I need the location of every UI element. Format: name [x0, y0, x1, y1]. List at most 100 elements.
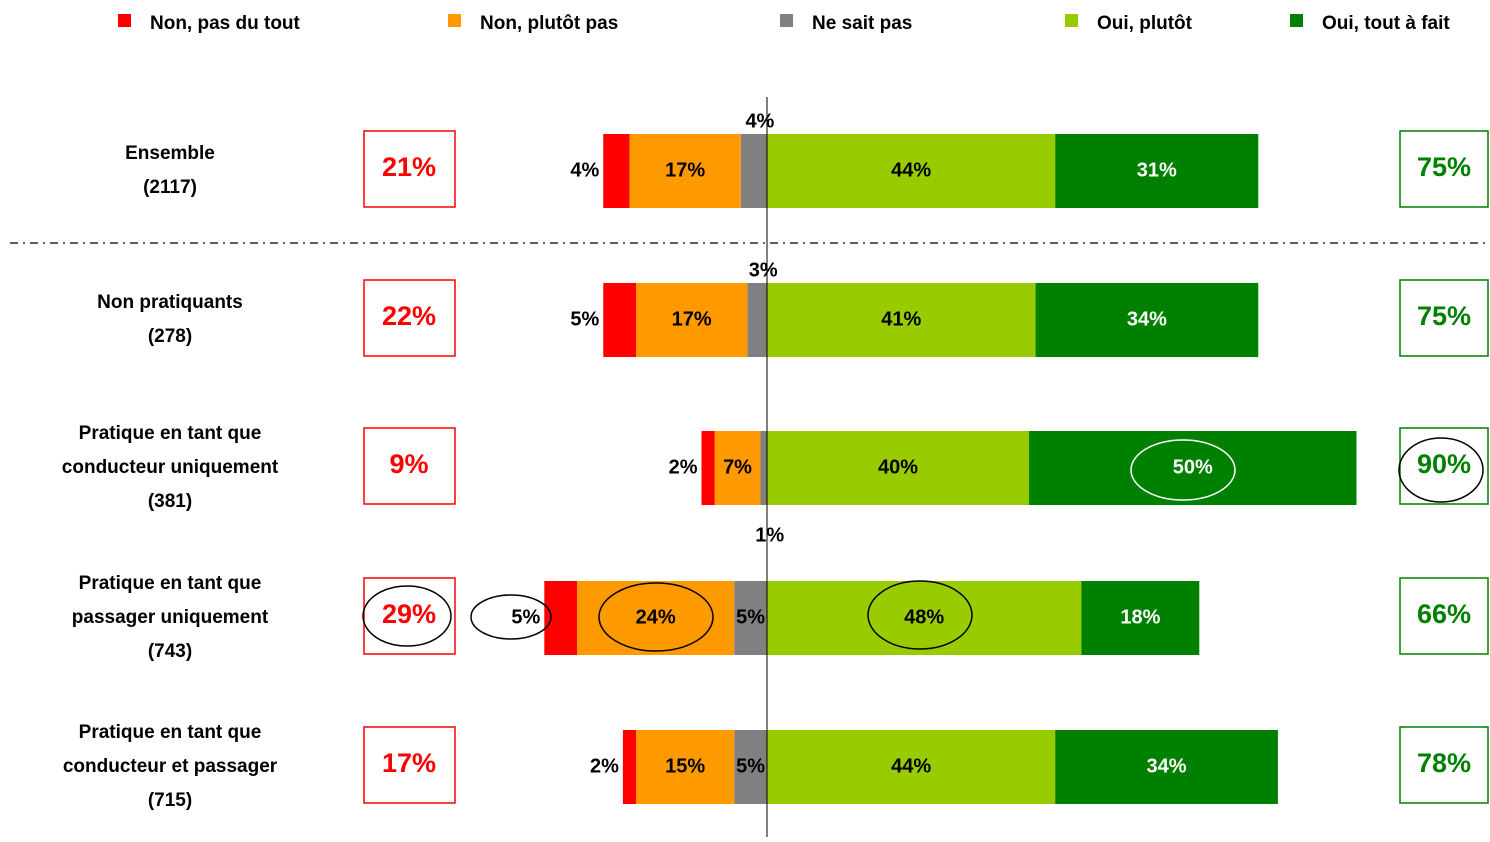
category-label: Pratique en tant que	[79, 722, 262, 743]
value-label: 4%	[570, 159, 599, 181]
category-label: Pratique en tant que	[79, 423, 262, 444]
total-label: 21%	[382, 152, 436, 182]
value-label: 34%	[1127, 308, 1167, 330]
total-label: 17%	[382, 748, 436, 778]
bar-segment	[767, 134, 1056, 208]
bar-segment	[603, 283, 636, 357]
total-label: 29%	[382, 599, 436, 629]
bar-segment	[1035, 283, 1259, 357]
category-label: Ensemble	[125, 143, 215, 164]
total-label: 75%	[1417, 152, 1471, 182]
value-label: 2%	[669, 456, 698, 478]
highlight	[362, 585, 452, 647]
category-label: conducteur uniquement	[62, 457, 279, 478]
bar-segment	[603, 134, 630, 208]
value-label: 17%	[665, 159, 705, 181]
value-label: 44%	[891, 755, 931, 777]
legend-swatch	[780, 14, 793, 27]
category-label: (743)	[148, 641, 192, 662]
plot: Non, pas du tout Non, plutôt pas Ne sait p…	[62, 13, 1489, 811]
bar-segment	[1055, 730, 1278, 804]
category-label: passager uniquement	[72, 607, 269, 628]
category-label: Non pratiquants	[97, 292, 243, 313]
category-label: Pratique en tant que	[79, 573, 262, 594]
value-label: 2%	[590, 755, 619, 777]
total-box	[1399, 130, 1489, 208]
value-label: 3%	[749, 259, 778, 281]
bar-segment	[740, 134, 767, 208]
legend-label: Non, plutôt pas	[480, 13, 618, 34]
bar-segment	[701, 431, 715, 505]
value-label: 15%	[665, 755, 705, 777]
bar-segment	[734, 730, 767, 804]
legend-swatch	[1290, 14, 1303, 27]
value-label: 5%	[511, 606, 540, 628]
highlight	[470, 594, 552, 640]
legend-swatch	[1065, 14, 1078, 27]
category-label: (715)	[148, 790, 192, 811]
total-label: 90%	[1417, 449, 1471, 479]
bar-segment	[629, 134, 741, 208]
value-label: 18%	[1120, 606, 1160, 628]
bar-segment	[767, 283, 1036, 357]
bar-segment	[767, 730, 1056, 804]
value-label: 34%	[1147, 755, 1187, 777]
value-label: 48%	[904, 606, 944, 628]
value-label: 24%	[636, 606, 676, 628]
value-label: 1%	[755, 524, 784, 546]
bar-segment	[767, 431, 1029, 505]
value-label: 5%	[736, 606, 765, 628]
total-label: 22%	[382, 301, 436, 331]
total-box	[363, 577, 456, 655]
value-label: 5%	[736, 755, 765, 777]
highlight	[867, 580, 973, 650]
value-label: 40%	[878, 456, 918, 478]
legend-swatch	[118, 14, 131, 27]
value-label: 4%	[745, 110, 774, 132]
bar-segment	[767, 581, 1082, 655]
legend-label: Non, pas du tout	[150, 13, 301, 34]
bar-segment	[577, 581, 735, 655]
bar-segment	[1055, 134, 1259, 208]
total-box	[363, 726, 456, 804]
legend-label: Ne sait pas	[812, 13, 912, 34]
value-label: 31%	[1137, 159, 1177, 181]
highlight	[598, 582, 714, 652]
legend-label: Oui, tout à fait	[1322, 13, 1450, 34]
value-label: 41%	[881, 308, 921, 330]
value-label: 17%	[672, 308, 712, 330]
value-label: 50%	[1173, 456, 1213, 478]
category-label: conducteur et passager	[63, 756, 278, 777]
total-box	[1399, 726, 1489, 804]
legend-label: Oui, plutôt	[1097, 13, 1193, 34]
bar-segment	[1081, 581, 1200, 655]
bar-segment	[760, 431, 767, 505]
total-label: 66%	[1417, 599, 1471, 629]
bar-segment	[622, 730, 636, 804]
bar-segment	[747, 283, 767, 357]
highlight	[1130, 439, 1236, 501]
value-label: 7%	[723, 456, 752, 478]
total-label: 75%	[1417, 301, 1471, 331]
total-box	[363, 427, 456, 505]
category-label: (2117)	[143, 177, 197, 198]
value-label: 5%	[570, 308, 599, 330]
category-label: (381)	[148, 491, 192, 512]
value-label: 44%	[891, 159, 931, 181]
bar-segment	[734, 581, 767, 655]
total-box	[1399, 279, 1489, 357]
bar-segment	[636, 283, 748, 357]
total-box	[363, 130, 456, 208]
bar-segment	[714, 431, 761, 505]
total-box	[363, 279, 456, 357]
legend-swatch	[448, 14, 461, 27]
total-label: 9%	[389, 449, 428, 479]
total-label: 78%	[1417, 748, 1471, 778]
bar-segment	[636, 730, 735, 804]
highlight	[1398, 437, 1484, 503]
category-label: (278)	[148, 326, 192, 347]
highlights	[362, 437, 1484, 652]
bar-segment	[1029, 431, 1357, 505]
bar-segment	[544, 581, 578, 655]
